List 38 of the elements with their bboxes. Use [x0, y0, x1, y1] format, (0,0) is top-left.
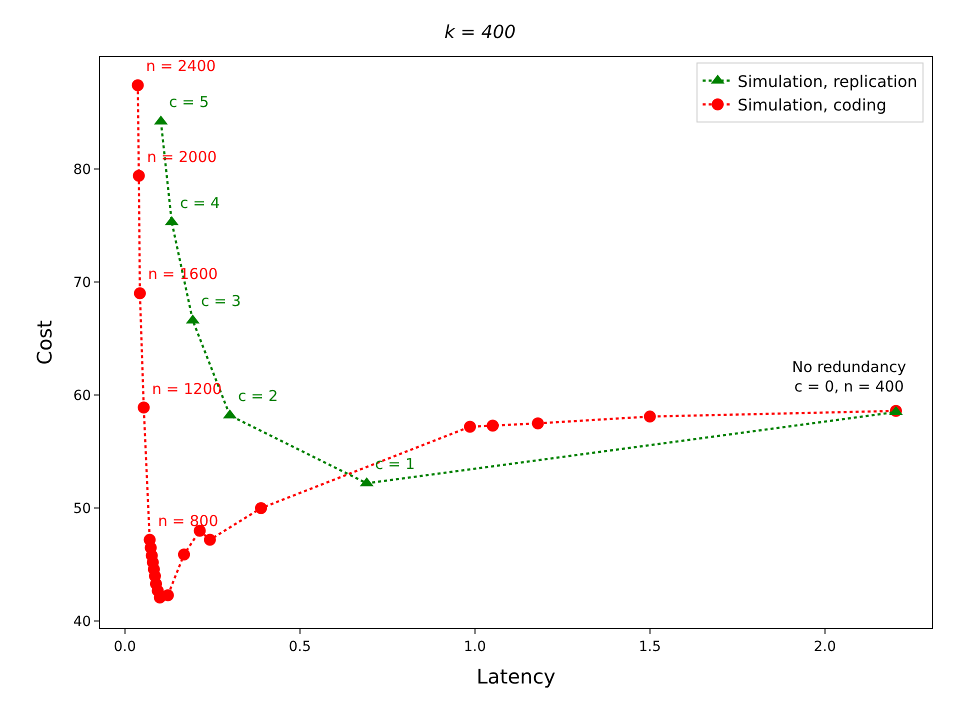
- x-tick-label: 0.5: [288, 638, 311, 655]
- annotation: n = 2000: [147, 148, 217, 166]
- annotation: n = 2400: [146, 57, 216, 75]
- annotation: c = 2: [238, 387, 278, 405]
- point: [162, 589, 174, 602]
- y-tick-label: 40: [73, 614, 92, 630]
- y-axis-title: Cost: [32, 320, 57, 365]
- x-tick-label: 0.0: [114, 638, 136, 655]
- x-tick-label: 1.0: [464, 638, 486, 655]
- legend-label: Simulation, coding: [738, 96, 887, 115]
- x-tick-label: 1.5: [638, 638, 662, 655]
- annotation: c = 1: [375, 455, 415, 473]
- annotation: n = 800: [158, 512, 218, 530]
- point: [178, 548, 190, 560]
- point: [464, 420, 476, 433]
- point: [204, 534, 216, 546]
- point: [644, 410, 656, 423]
- x-tick-label: 2.0: [814, 638, 836, 655]
- point: [255, 502, 268, 514]
- annotation: c = 5: [169, 93, 209, 111]
- y-tick-label: 70: [73, 274, 92, 291]
- legend-label: Simulation, replication: [738, 72, 918, 91]
- point: [486, 420, 499, 432]
- annotation: n = 1200: [152, 380, 222, 398]
- x-axis-title: Latency: [476, 664, 556, 688]
- annotation: n = 1600: [148, 265, 218, 283]
- chart-title: k = 400: [444, 22, 516, 43]
- point: [532, 417, 544, 430]
- annotation: c = 4: [180, 194, 220, 212]
- y-tick-label: 80: [73, 162, 92, 178]
- point: [134, 287, 146, 300]
- y-tick-label: 50: [73, 501, 92, 518]
- annotation: No redundancy c = 0, n = 400: [792, 358, 906, 396]
- y-tick-label: 60: [73, 388, 92, 404]
- point: [132, 170, 145, 182]
- point: [132, 79, 144, 92]
- point: [138, 402, 150, 414]
- annotation: c = 3: [201, 292, 241, 310]
